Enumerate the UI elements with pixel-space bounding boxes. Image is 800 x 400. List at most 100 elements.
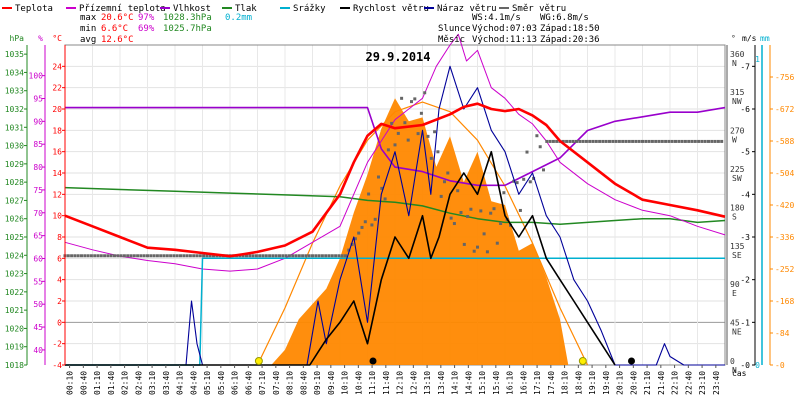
- tick-label-x: 01:40: [107, 371, 116, 395]
- series-theoretical-radiation: [256, 101, 589, 366]
- tick-label-wm2: -168: [775, 297, 794, 306]
- tick-label-celsius: -2: [52, 340, 62, 349]
- wind-direction-point: [670, 139, 674, 143]
- legend-label: Teplota: [15, 4, 53, 14]
- wind-direction-point: [548, 139, 552, 143]
- stat-temperature: 6.6°C: [101, 24, 128, 34]
- wind-direction-point: [139, 254, 143, 258]
- tick-label-x: 22:10: [671, 371, 680, 395]
- stat-pressure: 1025.7hPa: [163, 24, 212, 34]
- legend-label: Směr větru: [512, 4, 566, 14]
- legend-label: Náraz větru: [437, 4, 497, 14]
- wind-direction-point: [165, 254, 169, 258]
- stat-label: max: [80, 13, 97, 23]
- wind-direction-point: [677, 139, 681, 143]
- wind-direction-point: [370, 223, 374, 227]
- tick-label-x: 05:40: [217, 371, 226, 395]
- tick-label-celsius: 6: [57, 254, 62, 263]
- tick-label-degrees: 270: [730, 127, 745, 136]
- tick-label-x: 21:40: [657, 371, 666, 395]
- tick-label-x: 08:40: [299, 371, 308, 395]
- wind-direction-point: [146, 254, 149, 258]
- wind-direction-point: [159, 254, 163, 258]
- tick-label-degrees: 135: [730, 242, 745, 251]
- wind-direction-point: [113, 254, 116, 258]
- tick-label-compass: NE: [732, 328, 742, 337]
- wind-direction-point: [614, 139, 618, 143]
- tick-label-percent: 85: [33, 140, 43, 149]
- tick-label-degrees: 0: [730, 357, 735, 366]
- series-ground-temperature: [64, 33, 726, 272]
- tick-label-x: 17:40: [547, 371, 556, 395]
- wind-direction-point: [631, 139, 635, 143]
- tick-label-hpa: 1030: [5, 142, 24, 151]
- wind-direction-point: [347, 248, 351, 252]
- wind-direction-point: [400, 96, 404, 100]
- tick-label-compass: NW: [732, 97, 742, 106]
- wind-direction-point: [334, 254, 338, 258]
- wind-direction-point: [700, 139, 704, 143]
- axis-unit-celsius: °C: [52, 34, 62, 43]
- wind-direction-point: [528, 180, 532, 184]
- wind-direction-point: [545, 139, 549, 143]
- tick-label-hpa: 1024: [5, 251, 24, 260]
- tick-label-celsius: 22: [52, 84, 62, 93]
- wind-direction-point: [476, 245, 479, 249]
- wind-direction-point: [515, 181, 519, 185]
- wind-direction-point: [132, 254, 136, 258]
- tick-label-compass: E: [732, 289, 737, 298]
- tick-label-compass: S: [732, 212, 737, 221]
- wind-direction-point: [479, 209, 483, 213]
- wind-direction-point: [330, 254, 334, 258]
- tick-label-x: 22:40: [684, 371, 693, 395]
- legend-label: Vlhkost: [173, 4, 211, 14]
- tick-label-celsius: 0: [57, 318, 62, 327]
- tick-label-x: 00:40: [79, 371, 88, 395]
- series-wind-gust: [65, 65, 725, 366]
- wind-direction-point: [667, 139, 671, 143]
- wind-direction-point: [664, 139, 668, 143]
- legend-item: Vlhkost: [160, 4, 211, 14]
- legend-item: Přízemní teplota: [66, 4, 166, 14]
- tick-label-wm2: -756: [775, 73, 794, 82]
- tick-label-x: 15:40: [492, 371, 501, 395]
- wind-direction-point: [555, 139, 559, 143]
- wind-direction-point: [604, 139, 608, 143]
- wind-direction-point: [518, 208, 522, 212]
- tick-label-hpa: 1018: [5, 361, 24, 370]
- wind-direction-point: [693, 139, 697, 143]
- wind-direction-point: [350, 242, 354, 246]
- wind-direction-point: [446, 171, 450, 175]
- wind-direction-point: [291, 254, 295, 258]
- wind-direction-point: [294, 254, 298, 258]
- wind-direction-point: [429, 156, 433, 160]
- stat-sunset: Západ:18:50: [540, 24, 600, 34]
- chart-title: 29.9.2014: [365, 50, 430, 64]
- wind-direction-point: [241, 254, 245, 258]
- wind-direction-point: [212, 254, 215, 258]
- tick-label-x: 16:10: [506, 371, 515, 395]
- tick-label-x: 04:10: [176, 371, 185, 395]
- wind-direction-point: [373, 217, 377, 221]
- tick-label-x: 15:10: [478, 371, 487, 395]
- tick-label-x: 10:10: [341, 371, 350, 395]
- stat-wind-gust: WG:6.8m/s: [540, 13, 589, 23]
- wind-direction-point: [654, 139, 658, 143]
- legend-item: Směr větru: [499, 4, 566, 14]
- tick-label-ms: -3: [740, 233, 750, 242]
- data-bands: [271, 98, 569, 366]
- wind-direction-point: [103, 254, 107, 258]
- wind-direction-point: [495, 241, 499, 245]
- tick-label-hpa: 1028: [5, 178, 24, 187]
- wind-direction-point: [136, 254, 140, 258]
- wind-direction-point: [251, 254, 255, 258]
- wind-direction-point: [512, 179, 516, 183]
- wind-direction-point: [152, 254, 156, 258]
- wind-direction-point: [647, 139, 651, 143]
- tick-label-x: 05:10: [203, 371, 212, 395]
- wind-direction-point: [142, 254, 146, 258]
- tick-label-percent: 95: [33, 94, 43, 103]
- wind-direction-point: [149, 254, 153, 258]
- tick-label-x: 02:40: [134, 371, 143, 395]
- wind-direction-point: [169, 254, 173, 258]
